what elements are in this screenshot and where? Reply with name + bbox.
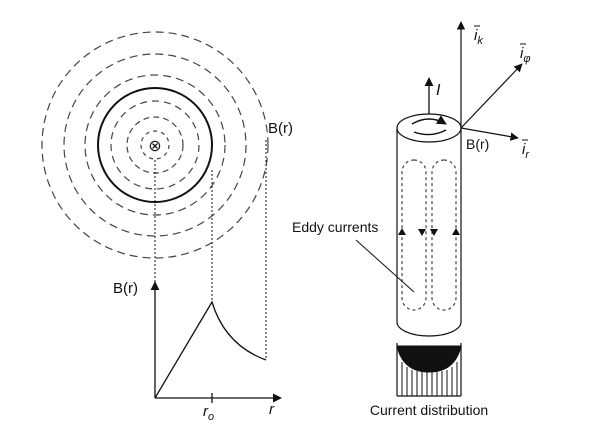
distribution-hatching: [401, 362, 458, 396]
eddy-arrows: [398, 228, 460, 236]
field-label-left: B(r): [268, 120, 293, 137]
iphi-axis: [460, 63, 523, 129]
unit-vector-phi: iφ: [520, 45, 531, 65]
dashed-circle-6: [140, 130, 170, 160]
current-label: I: [436, 82, 441, 99]
dashed-circle-1: [41, 31, 269, 259]
eddy-arrow-down-1: [418, 229, 426, 236]
plot-axes: [150, 281, 282, 403]
eddy-arrow-up-left: [398, 228, 406, 235]
top-circulation-arrow: [411, 115, 447, 125]
projection-lines: [154, 140, 267, 398]
x-axis-label: r: [269, 401, 275, 418]
y-axis-label: B(r): [113, 280, 138, 297]
current-into-page-icon: ⊗: [148, 138, 161, 155]
ir-axis: [460, 127, 519, 141]
cylinder-bottom: [396, 321, 462, 337]
eddy-loop-right: [431, 159, 457, 311]
field-curve: [154, 300, 267, 399]
eddy-currents-label: Eddy currents: [292, 219, 378, 235]
unit-vector-r: ir: [522, 141, 530, 161]
dashed-circle-2: [63, 53, 247, 237]
dashed-circle-4: [110, 100, 200, 190]
dashed-circle-3: [84, 74, 226, 216]
current-distribution-graphic: [396, 343, 462, 397]
distribution-curve: [396, 345, 462, 373]
eddy-loop-left: [401, 159, 427, 311]
top-circulation-arc: [413, 129, 447, 136]
eddy-leader-line: [355, 239, 415, 293]
cylinder-top: [396, 113, 462, 143]
eddy-arrow-down-2: [430, 229, 438, 236]
eddy-arrow-up-right: [452, 228, 460, 235]
conductor-cylinder: [396, 113, 462, 337]
x-tick-label-ro: ro: [203, 403, 214, 423]
field-label-right: B(r): [466, 136, 489, 152]
current-distribution-label: Current distribution: [370, 402, 488, 418]
unit-vector-k: ik: [474, 27, 483, 47]
eddy-loops: [401, 159, 457, 311]
